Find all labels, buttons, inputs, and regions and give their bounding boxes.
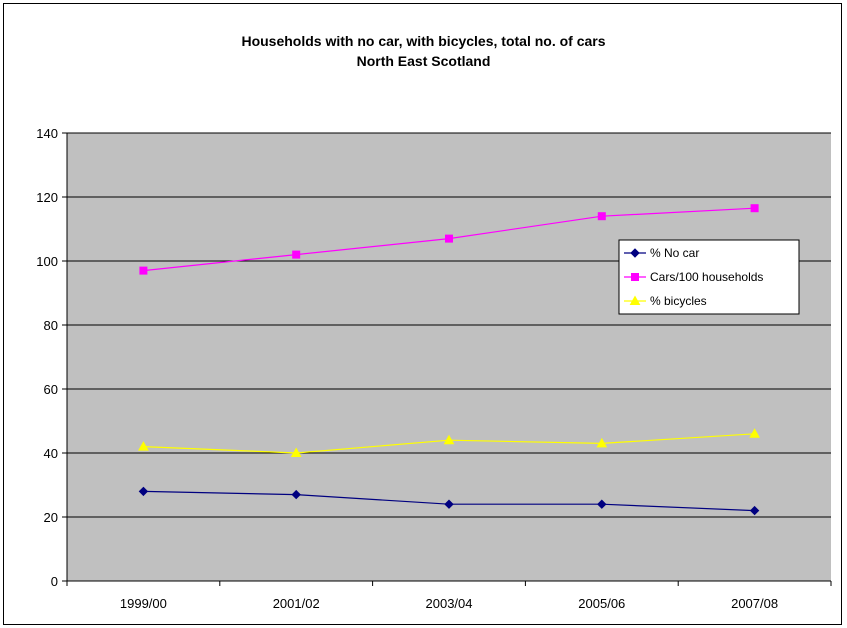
legend-label: % No car <box>650 246 699 260</box>
legend-marker <box>630 248 640 258</box>
data-point <box>749 428 760 438</box>
data-point <box>138 441 149 451</box>
legend-box <box>618 239 800 315</box>
legend-marker <box>631 273 639 281</box>
data-point <box>444 499 454 509</box>
data-point <box>139 266 148 275</box>
chart-subtitle: North East Scotland <box>356 53 491 69</box>
chart-title: Households with no car, with bicycles, t… <box>241 33 606 49</box>
plot-area <box>67 133 831 581</box>
y-tick-label: 140 <box>36 126 58 141</box>
data-point <box>443 434 455 445</box>
legend-marker <box>629 295 641 305</box>
data-point <box>597 499 607 509</box>
data-point <box>596 437 608 448</box>
x-tick-label: 2003/04 <box>426 596 473 611</box>
x-tick-label: 2007/08 <box>731 596 778 611</box>
x-tick-label: 2001/02 <box>273 596 320 611</box>
data-point <box>138 486 149 497</box>
y-tick-label: 40 <box>44 446 58 461</box>
y-tick-label: 0 <box>51 574 58 589</box>
legend-label: % bicycles <box>650 294 707 308</box>
data-point <box>749 505 760 516</box>
data-point <box>750 204 759 213</box>
y-tick-label: 120 <box>36 190 58 205</box>
data-point <box>292 250 301 259</box>
data-point <box>597 212 606 221</box>
y-tick-label: 20 <box>44 510 58 525</box>
y-tick-label: 100 <box>36 254 58 269</box>
data-point <box>291 489 301 500</box>
legend-label: Cars/100 households <box>650 270 763 284</box>
y-tick-label: 60 <box>44 382 58 397</box>
data-point <box>290 447 302 457</box>
data-point <box>445 234 453 243</box>
x-tick-label: 1999/00 <box>120 596 167 611</box>
x-tick-label: 2005/06 <box>578 596 625 611</box>
y-tick-label: 80 <box>44 318 58 333</box>
